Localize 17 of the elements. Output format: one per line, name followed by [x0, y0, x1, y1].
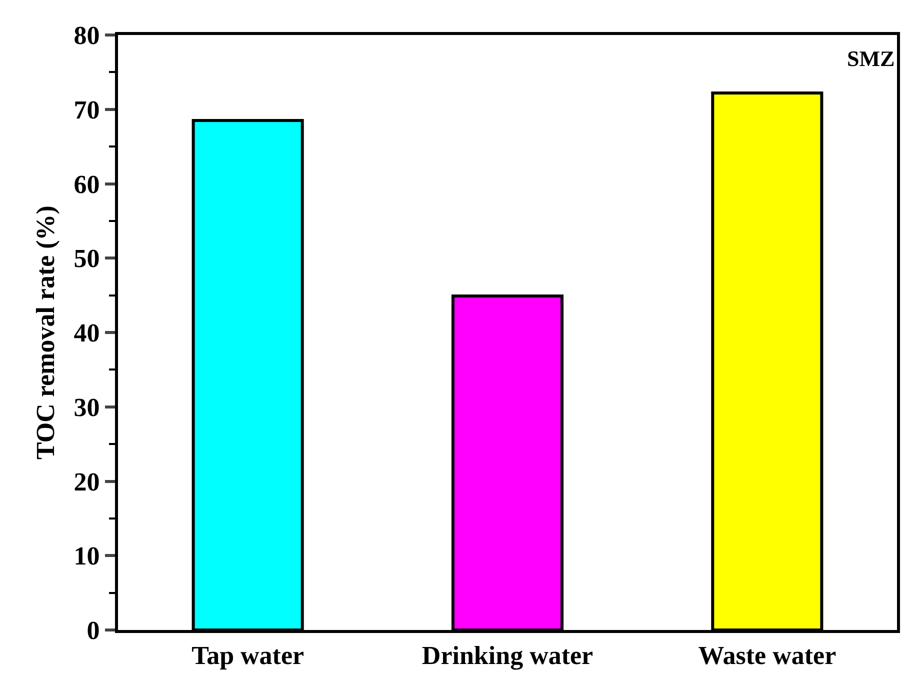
y-tick-label: 80 [74, 21, 100, 50]
bar [711, 92, 824, 630]
y-tick-label: 20 [74, 467, 100, 496]
y-tick-label: 50 [74, 244, 100, 274]
y-tick-label: 0 [86, 616, 100, 646]
x-tick-label: Tap water [192, 641, 304, 670]
y-tick-label: 30 [74, 392, 100, 422]
y-tick-label: 40 [74, 318, 100, 348]
y-tick-label: 60 [74, 170, 100, 199]
y-tick-label: 70 [74, 95, 100, 124]
annotation: SMZ [847, 46, 895, 71]
y-axis-title: TOC removal rate (%) [31, 206, 60, 460]
y-tick-label: 10 [74, 542, 100, 571]
bar [192, 119, 304, 630]
x-tick-label: Drinking water [422, 641, 594, 670]
x-tick-label: Waste water [698, 641, 836, 670]
bar [451, 294, 564, 630]
